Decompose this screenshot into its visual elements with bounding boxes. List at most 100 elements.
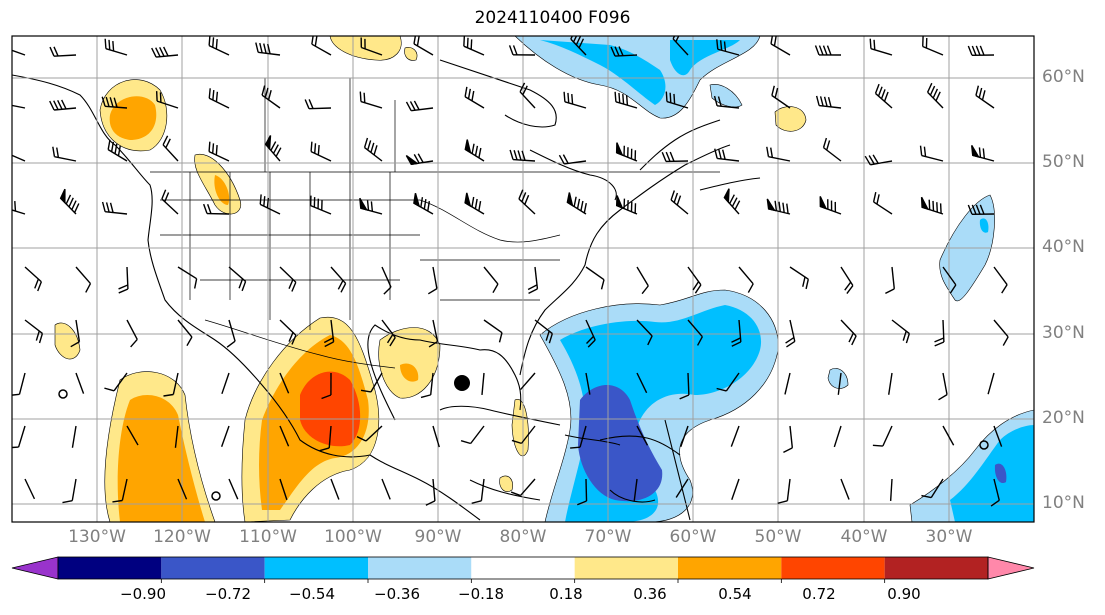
wind-barb (730, 425, 740, 447)
wind-barb (837, 372, 842, 395)
wind-barb (255, 42, 281, 56)
wind-barb (840, 319, 857, 346)
calm-marker (58, 389, 68, 399)
colorbar-tick: 0.18 (549, 585, 583, 603)
lat-label: 20°N (1042, 408, 1085, 428)
wind-barb (891, 319, 911, 344)
wind-barb (126, 319, 138, 348)
wind-barb (840, 266, 854, 294)
wind-barb (381, 319, 396, 347)
wind-barb (815, 95, 842, 109)
wind-barb (163, 372, 179, 397)
wind-barb (118, 266, 129, 294)
wind-barb (12, 201, 26, 215)
wind-barb (716, 372, 740, 392)
wind-barb (360, 37, 383, 56)
wind-barb (942, 425, 955, 446)
wind-barb (814, 45, 842, 56)
wind-barb (783, 425, 794, 454)
wind-barb (279, 266, 297, 292)
wind-barb (481, 372, 485, 395)
wind-barb (75, 372, 85, 394)
wind-barb (885, 266, 895, 295)
wind-barb (464, 86, 485, 109)
wind-barb (70, 319, 81, 348)
wind-barb (463, 36, 485, 56)
wind-barb (49, 99, 77, 111)
wind-barb (614, 91, 638, 109)
wind-barb (279, 372, 290, 394)
wind-barb (226, 319, 236, 348)
wind-barb (381, 266, 392, 295)
wind-barb (59, 188, 80, 215)
wind-barb (527, 266, 539, 295)
wind-barb (872, 425, 893, 447)
wind-barb (975, 85, 995, 109)
colorbar-segment (368, 557, 472, 579)
wind-barb (259, 194, 281, 215)
wind-barb (518, 189, 536, 215)
colorbar-segment (781, 557, 885, 579)
wind-barb (723, 188, 741, 215)
wind-barb (49, 46, 77, 57)
wind-barb (202, 203, 230, 215)
wind-barb (819, 196, 842, 215)
wind-barb (585, 372, 591, 395)
wind-barb (993, 266, 1008, 294)
wind-barb (633, 478, 638, 501)
wind-barb (934, 319, 945, 347)
wind-barb (714, 148, 740, 162)
wind-barb (636, 372, 648, 394)
coastlines (12, 59, 761, 521)
wind-barb (427, 266, 438, 295)
wind-barb (405, 100, 434, 112)
calm-marker (979, 440, 989, 450)
wind-barb (460, 425, 485, 445)
wind-barb (510, 478, 536, 497)
wind-barb (208, 141, 230, 162)
wind-barb (636, 266, 649, 295)
wind-barb (615, 142, 638, 162)
colorbar-segment (264, 557, 368, 579)
wind-barb (261, 85, 281, 109)
wind-barb (432, 425, 440, 448)
wind-barb (161, 189, 179, 215)
wind-barb (558, 154, 587, 165)
wind-barb (687, 266, 702, 294)
wind-barb (221, 372, 230, 395)
wind-barb (610, 46, 638, 57)
wind-barb (151, 46, 179, 58)
colorbar-extend-low (11, 556, 59, 580)
colorbar-segment (884, 557, 988, 579)
wind-barb (330, 478, 340, 500)
lat-label: 60°N (1042, 67, 1085, 87)
wind-barb (967, 45, 995, 57)
wind-barb (104, 38, 128, 56)
lon-label: 100°W (324, 527, 382, 547)
wind-barbs (12, 36, 1009, 507)
lon-label: 50°W (754, 527, 802, 547)
lon-label: 110°W (239, 527, 297, 547)
wind-barb (919, 145, 944, 162)
wind-barb (570, 36, 587, 56)
colorbar-tick: −0.54 (289, 585, 335, 603)
map-frame (11, 35, 1035, 523)
wind-barb (12, 154, 26, 162)
wind-barb (990, 478, 1000, 507)
colorbar-segment (161, 557, 265, 579)
wind-barb (208, 36, 230, 56)
lon-label: 30°W (925, 527, 973, 547)
wind-barb (993, 319, 1009, 346)
wind-barb (519, 82, 536, 109)
wind-barb (534, 319, 553, 344)
colorbar-segment (471, 557, 575, 579)
wind-barb (680, 425, 689, 448)
calm-marker (211, 491, 221, 501)
wind-barb (405, 153, 434, 166)
wind-barb (304, 99, 332, 110)
lon-label: 40°W (840, 527, 888, 547)
wind-barb (661, 151, 689, 163)
wind-barb (363, 137, 383, 162)
lat-label: 10°N (1042, 493, 1085, 513)
